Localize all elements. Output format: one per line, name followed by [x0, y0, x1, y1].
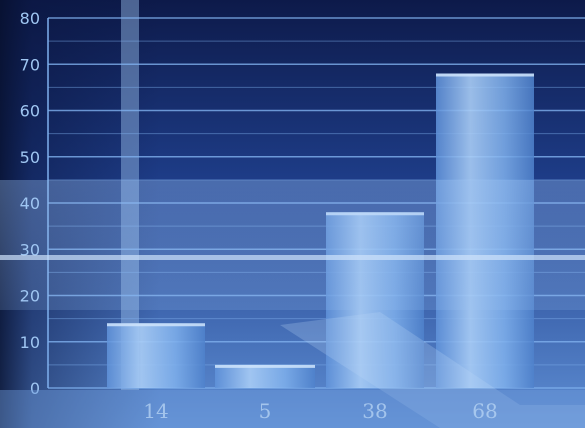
- bar-top-highlight: [436, 73, 534, 77]
- y-tick-label: 50: [20, 148, 40, 167]
- bar: [107, 323, 205, 388]
- bar-top-highlight: [107, 323, 205, 327]
- y-tick-label: 60: [20, 102, 40, 121]
- x-category-label: 14: [143, 399, 168, 423]
- floor-reflection: [0, 390, 585, 428]
- x-category-label: 68: [472, 399, 497, 423]
- horizontal-glow-line: [0, 255, 585, 260]
- y-tick-label: 10: [20, 333, 40, 352]
- horizontal-glow-band: [0, 180, 585, 310]
- y-tick-label: 80: [20, 9, 40, 28]
- bar-top-highlight: [215, 364, 315, 368]
- x-category-label: 38: [362, 399, 387, 423]
- reflection-wedge: [280, 312, 585, 428]
- y-tick-label: 0: [30, 379, 40, 398]
- x-category-label: 5: [259, 399, 272, 423]
- bar: [215, 364, 315, 388]
- x-axis-labels: 14 5 38 68: [143, 399, 497, 423]
- y-tick-label: 70: [20, 55, 40, 74]
